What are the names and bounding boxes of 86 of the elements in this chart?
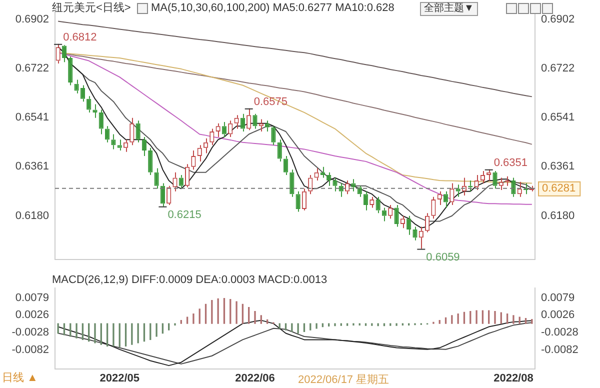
y-tick-label: 0.6722 (15, 62, 49, 74)
candlestick (406, 215, 412, 236)
candlestick (498, 177, 504, 191)
candlestick (296, 190, 300, 212)
y2-tick-label: -0.0028 (541, 326, 578, 339)
y2-tick-label: 0.6361 (541, 160, 575, 173)
candlestick (92, 104, 98, 118)
candlestick (105, 126, 110, 143)
candlestick (148, 147, 153, 176)
candlestick (290, 169, 294, 198)
x-tick-label: 2022/06 (235, 372, 275, 384)
candlestick (388, 204, 393, 220)
annotation: 0.6351 (494, 156, 528, 169)
chart-subtitle: MACD(26,12,9) DIFF:0.0009 DEA:0.0003 MACD:0.0013 (52, 274, 328, 287)
candlestick (117, 139, 122, 152)
candlestick (363, 190, 368, 211)
candlestick (210, 128, 214, 146)
candlestick (265, 120, 270, 132)
candlestick (74, 79, 79, 94)
candlestick (345, 180, 350, 195)
candlestick (277, 139, 282, 162)
y-tick-label: 0.6361 (15, 160, 49, 173)
y-tick-label: -0.0082 (12, 344, 49, 356)
candlestick (142, 136, 147, 156)
y2-tick-label: 0.6722 (541, 62, 575, 74)
candlestick (314, 168, 319, 181)
annotation: 0.6812 (63, 31, 97, 44)
candlestick (376, 196, 380, 214)
y-tick-label: 0.6902 (15, 13, 49, 26)
candlestick (338, 182, 344, 198)
x-tick-label: 2022/05 (100, 372, 140, 384)
candlestick (450, 182, 454, 206)
annotation: 0.6215 (168, 208, 202, 221)
candlestick (222, 121, 227, 138)
annotation: 全部主题▼ (420, 2, 478, 16)
y2-tick-label: 0.6541 (541, 112, 575, 124)
candlestick (425, 212, 430, 233)
candlestick (172, 172, 178, 192)
candlestick (166, 185, 172, 206)
candlestick (80, 84, 85, 102)
candlestick (511, 177, 516, 198)
y2-tick-label: 0.6180 (541, 210, 575, 222)
ref-line-label: 0.6281 (542, 182, 576, 194)
candlestick (136, 120, 140, 143)
y-tick-label: 0.6541 (15, 112, 49, 124)
candlestick (271, 126, 276, 146)
candlestick (382, 207, 387, 222)
y-tick-label: 0.0079 (15, 292, 49, 304)
candlestick (456, 184, 460, 198)
candlestick (197, 144, 202, 162)
candlestick (86, 96, 92, 113)
candlestick (111, 134, 116, 150)
x-tick-label: 2022/08 (494, 372, 534, 384)
chart-subtitle: MA(5,10,30,60,100,200) MA5:0.6277 MA10:0.628 (151, 2, 394, 15)
chart-title: 纽元美元<日线> (52, 2, 131, 15)
candlestick (252, 113, 258, 130)
candlestick (492, 170, 498, 190)
candlestick (130, 117, 134, 146)
candlestick (68, 56, 73, 86)
candlestick (98, 109, 104, 135)
candlestick (191, 150, 196, 170)
y2-tick-label: 0.0079 (541, 292, 575, 304)
candlestick (185, 164, 190, 188)
y-tick-label: 0.0026 (15, 309, 49, 322)
y-tick-label: 0.6180 (15, 210, 49, 222)
candlestick (283, 156, 288, 176)
candlestick (394, 204, 399, 228)
y2-tick-label: -0.0082 (541, 344, 578, 356)
y2-tick-label: 0.6902 (541, 13, 575, 26)
candlestick (302, 188, 307, 211)
candlestick (443, 190, 448, 208)
y-tick-label: -0.0028 (12, 326, 49, 339)
candlestick (431, 196, 436, 220)
candlestick (240, 113, 245, 132)
annotation: 0.6059 (426, 251, 460, 264)
candlestick (154, 168, 159, 190)
text: 2022/06/17 星期五 (296, 374, 392, 387)
candlestick (62, 44, 67, 63)
y2-tick-label: 0.0026 (541, 309, 575, 322)
candlestick (351, 178, 356, 192)
candlestick (326, 172, 332, 186)
candlestick (228, 120, 233, 138)
text: 日线 ▲ (2, 372, 38, 385)
candlestick (234, 114, 239, 130)
candlestick (178, 174, 184, 190)
candlestick (412, 226, 418, 241)
